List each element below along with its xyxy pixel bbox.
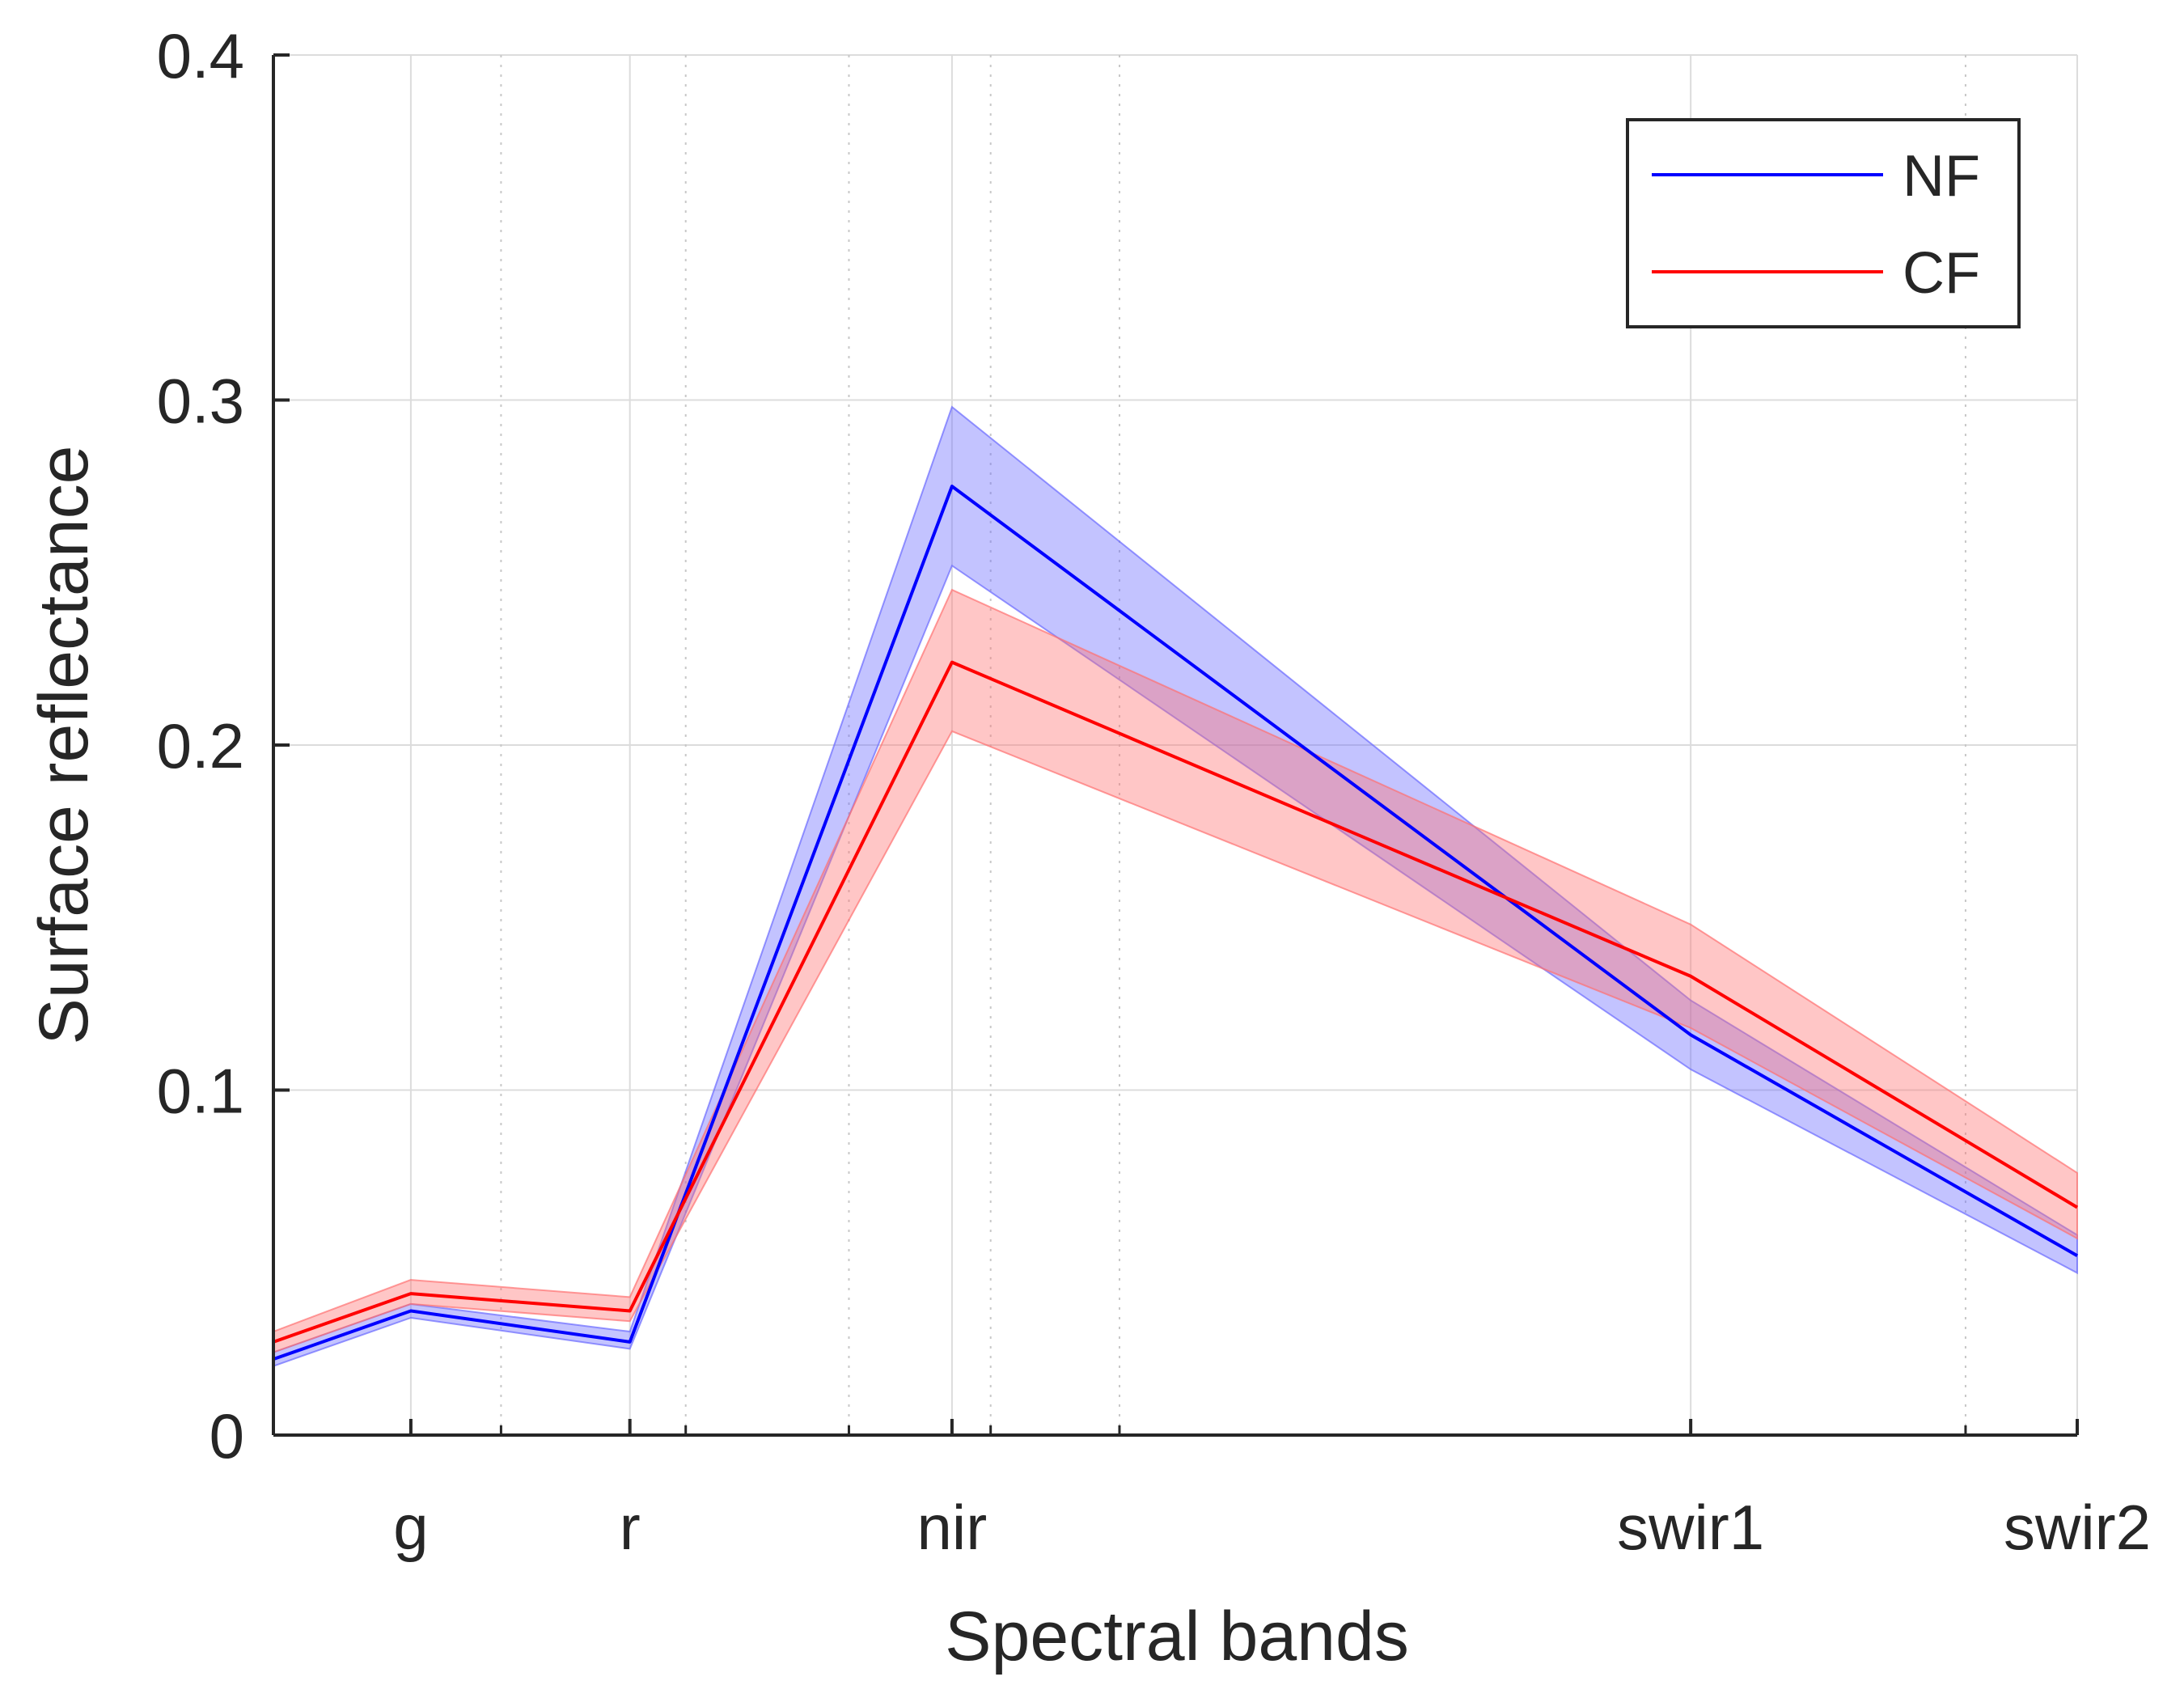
band-nf bbox=[273, 405, 2078, 1368]
y-tick-label: 0.2 bbox=[157, 710, 244, 781]
legend-label-nf: NF bbox=[1903, 144, 1980, 209]
series-line-cf bbox=[273, 660, 2079, 1344]
axes bbox=[272, 53, 2079, 1437]
y-tick-label: 0.4 bbox=[157, 20, 244, 91]
series-lines bbox=[273, 485, 2079, 1361]
x-tick-label: nir bbox=[917, 1492, 988, 1563]
y-tick-label: 0.1 bbox=[157, 1056, 244, 1127]
y-axis-label: Surface reflectance bbox=[25, 446, 103, 1045]
legend-box bbox=[1626, 118, 2021, 328]
series-line-nf bbox=[273, 485, 2078, 1361]
x-tick-label: g bbox=[393, 1492, 428, 1563]
tick-labels: 0 0.1 0.2 0.3 0.4 g r nir swir1 swir2 bbox=[157, 20, 2151, 1563]
legend-label-cf: CF bbox=[1903, 241, 1980, 306]
x-axis-label: Spectral bands bbox=[945, 1598, 1409, 1675]
confidence-bands bbox=[273, 405, 2078, 1368]
minor-gridlines bbox=[500, 55, 1966, 1435]
y-tick-label: 0.3 bbox=[157, 366, 244, 437]
x-tick-label: swir2 bbox=[2004, 1492, 2151, 1563]
band-cf bbox=[273, 588, 2078, 1354]
y-tick-label: 0 bbox=[210, 1400, 244, 1471]
x-tick-label: swir1 bbox=[1617, 1492, 1764, 1563]
x-tick-label: r bbox=[620, 1492, 641, 1563]
legend: NF CF bbox=[1626, 118, 2021, 328]
